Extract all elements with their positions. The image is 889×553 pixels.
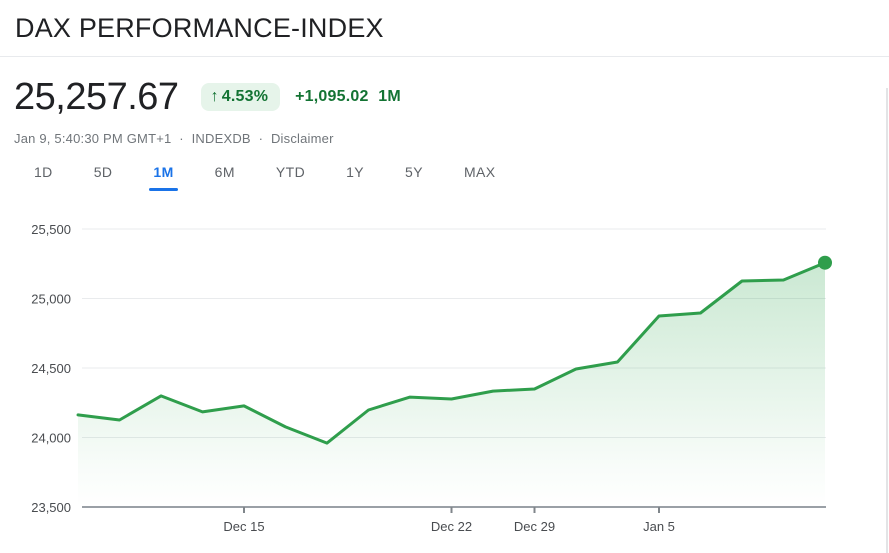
change-absolute-line: +1,095.02 1M [295, 88, 401, 106]
quote-section: 25,257.67 ↑ 4.53% +1,095.02 1M Jan 9, 5:… [0, 57, 889, 146]
axes-labels: 23,500 24,000 24,500 25,000 25,500 Dec 15 Dec … [31, 222, 675, 534]
tab-ytd[interactable]: YTD [275, 164, 306, 180]
x-axis-label: Dec 22 [431, 519, 472, 534]
area-fill [78, 262, 825, 507]
tab-5d[interactable]: 5D [93, 164, 113, 180]
scrollbar[interactable] [886, 88, 888, 553]
separator-dot: · [258, 131, 264, 146]
x-axis-label: Jan 5 [643, 519, 675, 534]
tab-6m[interactable]: 6M [214, 164, 235, 180]
exchange-label: INDEXDB [191, 131, 251, 146]
y-axis-label: 25,000 [31, 292, 71, 307]
y-axis-label: 24,000 [31, 431, 71, 446]
price-line [76, 255, 832, 445]
change-absolute: +1,095.02 [295, 88, 369, 105]
tab-max[interactable]: MAX [463, 164, 496, 180]
price-chart[interactable]: 23,500 24,000 24,500 25,000 25,500 Dec 15 Dec … [0, 193, 889, 553]
price-value: 25,257.67 [14, 76, 179, 118]
change-percent: 4.53% [221, 88, 269, 105]
page-title: DAX PERFORMANCE-INDEX [15, 13, 384, 43]
quote-meta: Jan 9, 5:40:30 PM GMT+1 · INDEXDB · Disc… [14, 131, 874, 146]
header-divider [0, 56, 889, 57]
disclaimer-link[interactable]: Disclaimer [270, 131, 334, 146]
timestamp: Jan 9, 5:40:30 PM GMT+1 [14, 131, 172, 146]
price-polyline [76, 261, 827, 445]
arrow-up-icon: ↑ [210, 88, 219, 105]
y-axis-label: 24,500 [31, 361, 71, 376]
tab-1y[interactable]: 1Y [346, 164, 365, 180]
y-axis-label: 25,500 [31, 222, 71, 237]
tab-5y[interactable]: 5Y [405, 164, 423, 180]
x-axis-label: Dec 29 [514, 519, 555, 534]
range-tabs: 1D 5D 1M 6M YTD 1Y 5Y MAX [0, 158, 889, 191]
tab-1m[interactable]: 1M [149, 158, 178, 191]
change-period: 1M [378, 88, 401, 105]
x-axis-label: Dec 15 [223, 519, 264, 534]
last-price-marker [818, 255, 832, 270]
area-gradient-fill [78, 262, 825, 507]
separator-dot: · [179, 131, 184, 146]
tab-1d[interactable]: 1D [34, 164, 53, 180]
chart-area: 23,500 24,000 24,500 25,000 25,500 Dec 15 Dec … [0, 193, 889, 553]
change-percent-badge: ↑ 4.53% [200, 83, 281, 111]
y-axis-label: 23,500 [31, 500, 71, 515]
price-row: 25,257.67 ↑ 4.53% +1,095.02 1M [14, 76, 874, 118]
